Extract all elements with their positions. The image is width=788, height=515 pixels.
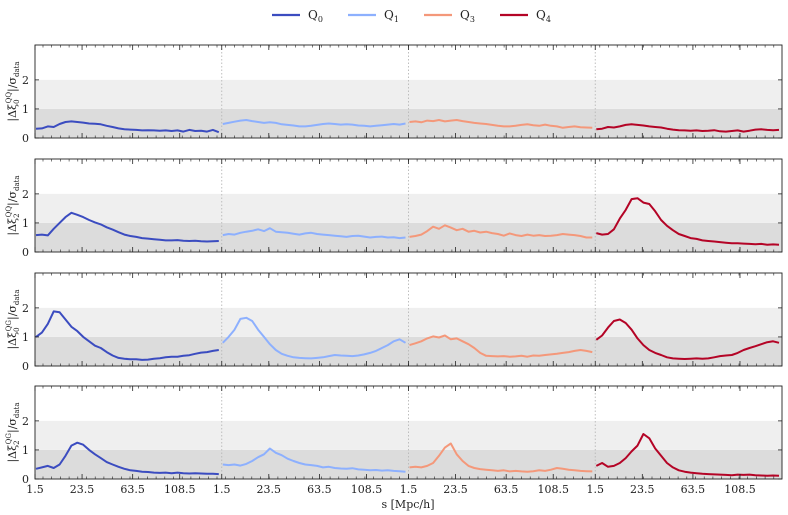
x-tick-label: 1.5 [400, 483, 418, 496]
x-tick-label: 63.5 [120, 483, 145, 496]
x-tick-label: 23.5 [443, 483, 468, 496]
x-tick-label: 108.5 [164, 483, 196, 496]
x-tick-label: 63.5 [494, 483, 519, 496]
y-tick-label: 1 [22, 444, 29, 457]
y-tick-label: 0 [22, 473, 29, 486]
y-axis-label: |Δξ2QG|/σdata [5, 402, 21, 462]
x-tick-label: 1.5 [213, 483, 231, 496]
series-line-2-0 [35, 310, 219, 361]
series-line-2-1 [222, 316, 407, 360]
panel-2: 0 1 2|Δξ0QG|/σdata [5, 272, 783, 373]
y-tick-label: 1 [22, 217, 29, 230]
y-tick-label: 2 [22, 74, 29, 87]
y-tick-label: 1 [22, 103, 29, 116]
panel-3: 0 1 2 1.5 23.5 63.5 108.5 1.5 23.5 63.5 108.5 1.5 23… [5, 385, 783, 496]
x-tick-label: 63.5 [681, 483, 706, 496]
series-line-1-2 [409, 224, 593, 239]
y-axis-label: |Δξ0QQ|/σdata [5, 61, 21, 121]
series-line-1-1 [222, 227, 406, 240]
series-line-2-2 [409, 334, 593, 358]
x-axis-label: s [Mpc/h] [382, 498, 435, 511]
panel-1: 0 1 2|Δξ2QQ|/σdata [5, 158, 783, 259]
panel-0: 0 1 2|Δξ0QQ|/σdata [5, 44, 783, 145]
y-tick-label: 2 [22, 415, 29, 428]
series-line-3-2 [409, 442, 593, 473]
x-tick-label: 108.5 [537, 483, 569, 496]
legend-label-0: Q0 [308, 8, 323, 24]
y-axis-label: |Δξ0QG|/σdata [5, 289, 21, 349]
x-tick-label: 23.5 [257, 483, 282, 496]
x-tick-label: 108.5 [724, 483, 756, 496]
y-tick-label: 1 [22, 331, 29, 344]
series-line-0-0 [35, 120, 220, 134]
series-line-1-3 [596, 197, 780, 246]
series-line-3-1 [222, 447, 406, 473]
y-tick-label: 2 [22, 302, 29, 315]
series-line-3-3 [595, 433, 780, 477]
series-line-0-2 [409, 119, 593, 129]
chart-panels: 012|Δξ0QQ|/σdata012|Δξ2QQ|/σdata012|Δξ0Q… [5, 44, 783, 496]
series-line-1-0 [35, 211, 219, 243]
legend-label-2: Q3 [460, 8, 475, 24]
y-tick-label: 2 [22, 188, 29, 201]
series-line-2-3 [595, 318, 780, 360]
y-tick-label: 0 [22, 132, 29, 145]
chart-legend: Q0 Q1 Q3 Q4 [272, 8, 551, 24]
y-tick-label: 0 [22, 360, 29, 373]
series-line-3-0 [35, 441, 219, 476]
x-tick-label: 1.5 [26, 483, 44, 496]
x-tick-label: 108.5 [351, 483, 383, 496]
x-tick-label: 1.5 [587, 483, 605, 496]
series-line-0-3 [596, 123, 780, 133]
x-tick-label: 63.5 [307, 483, 332, 496]
legend-label-1: Q1 [384, 8, 399, 24]
y-axis-label: |Δξ2QQ|/σdata [5, 175, 21, 235]
y-tick-label: 0 [22, 246, 29, 259]
x-tick-label: 23.5 [70, 483, 95, 496]
x-tick-label: 23.5 [630, 483, 655, 496]
legend-label-3: Q4 [536, 8, 551, 24]
series-line-0-1 [222, 119, 406, 128]
